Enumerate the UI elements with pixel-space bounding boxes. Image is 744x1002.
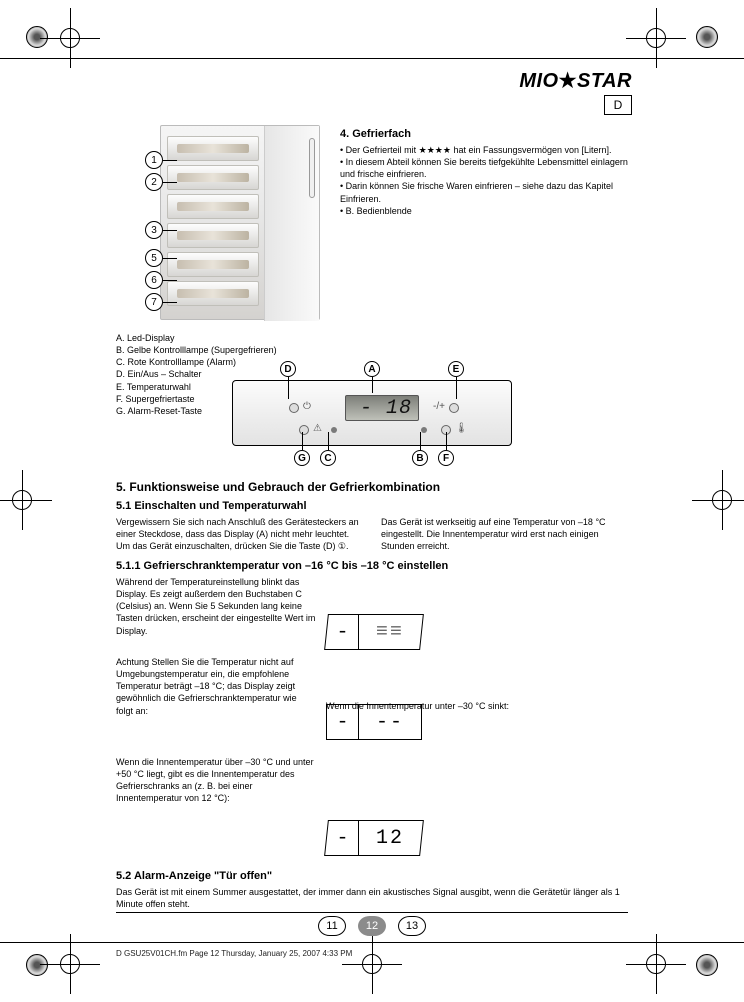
callout-7: 7 <box>145 293 163 311</box>
section-5-2-title: 5.2 Alarm-Anzeige "Tür offen" <box>116 870 628 882</box>
mini-lcd-1: - ≡≡ <box>326 614 422 650</box>
minus-plus-label: -/+ <box>433 401 445 412</box>
yellow-led <box>421 427 427 433</box>
regmark-tl <box>40 8 100 68</box>
regmark-r <box>692 470 744 530</box>
panel-ptr <box>456 377 457 399</box>
mini-lcd-1-left: - <box>327 615 359 649</box>
panel-ptr <box>302 432 303 450</box>
panel-ptr <box>420 432 421 450</box>
rosette-tr <box>696 26 718 48</box>
section-5-2-body: Das Gerät ist mit einem Summer ausgestat… <box>116 886 626 910</box>
drawer <box>167 136 259 161</box>
power-icon: ⏻ <box>303 401 311 412</box>
callout-line <box>163 280 177 281</box>
mini-lcd-3-left: - <box>327 821 359 855</box>
callout-line <box>163 182 177 183</box>
alarm-icon: ⚠ <box>313 423 322 434</box>
regmark-l <box>0 470 52 530</box>
section-4: 4. Gefrierfach Der Gefrierteil mit ★★★★ … <box>340 128 628 217</box>
regmark-bc <box>342 934 402 994</box>
mini-lcd-3-right: 12 <box>359 821 421 855</box>
section-5-1-title: 5.1 Einschalten und Temperaturwahl <box>116 500 628 512</box>
brand-logo: MIO★STAR <box>519 68 632 93</box>
panel-ptr <box>288 377 289 399</box>
freezer-interior <box>167 136 259 316</box>
legend-item: A. Led-Display <box>116 332 326 344</box>
power-button[interactable] <box>289 403 299 413</box>
drawer <box>167 165 259 190</box>
callout-line <box>163 258 177 259</box>
panel-letter-F: F <box>438 450 454 466</box>
section-5-1: 5.1 Einschalten und Temperaturwahl Verge… <box>116 500 628 552</box>
freezer-door <box>264 126 319 321</box>
callout-line <box>163 160 177 161</box>
footer-filepath: D GSU25V01CH.fm Page 12 Thursday, Januar… <box>116 949 352 958</box>
footer-rule <box>116 912 628 913</box>
red-led <box>331 427 337 433</box>
page-tab: D <box>604 95 632 115</box>
brand-text-1: MIO <box>519 70 558 92</box>
section-5-1-body: Vergewissern Sie sich nach Anschluß des … <box>116 516 628 552</box>
mini-lcd-3: - 12 <box>326 820 422 856</box>
drawer <box>167 194 259 219</box>
brand-star-icon: ★ <box>559 70 577 92</box>
callout-1: 1 <box>145 151 163 169</box>
panel-letter-A: A <box>364 361 380 377</box>
section-5-1-1-note-text: Achtung Stellen Sie die Temperatur nicht… <box>116 656 316 717</box>
callout-2: 2 <box>145 173 163 191</box>
mini-lcd-3-cap: Wenn die Innentemperatur über –30 °C und… <box>116 756 316 805</box>
page-num-prev: 11 <box>318 916 346 936</box>
mini-lcd-1-right: ≡≡ <box>359 615 421 649</box>
section-5-1-1-body: Während der Temperatureinstellung blinkt… <box>116 576 316 637</box>
section-5-1-1-title: 5.1.1 Gefrierschranktemperatur von –16 °… <box>116 560 628 572</box>
page-num-next: 13 <box>398 916 426 936</box>
callout-line <box>163 230 177 231</box>
temp-button[interactable] <box>449 403 459 413</box>
drawer <box>167 281 259 306</box>
panel-ptr <box>328 432 329 450</box>
alarm-button[interactable] <box>299 425 309 435</box>
panel-letter-D: D <box>280 361 296 377</box>
sec4-item: Der Gefrierteil mit ★★★★ hat ein Fassung… <box>340 144 628 156</box>
mini-lcd-3-caption: Wenn die Innentemperatur über –30 °C und… <box>116 756 316 805</box>
mini-lcd-2-left: - <box>327 705 359 739</box>
section-5-title: 5. Funktionsweise und Gebrauch der Gefri… <box>116 480 628 494</box>
freezer-handle <box>309 138 315 198</box>
mini-lcd-2: - -- <box>326 704 422 740</box>
callout-3: 3 <box>145 221 163 239</box>
rosette-br <box>696 954 718 976</box>
page-numbers: 11 12 13 <box>0 916 744 936</box>
legend-item: B. Gelbe Kontrolllampe (Supergefrieren) <box>116 344 326 356</box>
callout-6: 6 <box>145 271 163 289</box>
mini-lcd-2-right: -- <box>359 705 421 739</box>
regmark-tr <box>626 8 686 68</box>
panel-ptr <box>446 432 447 450</box>
callout-line <box>163 302 177 303</box>
lcd-display: - 18 <box>345 395 419 421</box>
regmark-bl <box>40 934 100 994</box>
drawer <box>167 223 259 248</box>
panel-ptr <box>372 377 373 393</box>
section-5: 5. Funktionsweise und Gebrauch der Gefri… <box>116 480 628 498</box>
panel-letter-C: C <box>320 450 336 466</box>
panel-letter-E: E <box>448 361 464 377</box>
regmark-br <box>626 934 686 994</box>
page-num-current: 12 <box>358 916 386 936</box>
panel-letter-B: B <box>412 450 428 466</box>
panel-letter-G: G <box>294 450 310 466</box>
freezer-photo <box>160 125 320 320</box>
sec4-item: Darin können Sie frische Waren einfriere… <box>340 180 628 204</box>
thermo-icon: 🌡 <box>455 423 468 434</box>
section-4-title: 4. Gefrierfach <box>340 128 628 140</box>
sec4-item: B. Bedienblende <box>340 205 628 217</box>
brand-text-2: STAR <box>577 70 632 92</box>
drawer <box>167 252 259 277</box>
callout-5: 5 <box>145 249 163 267</box>
section-5-2: 5.2 Alarm-Anzeige "Tür offen" Das Gerät … <box>116 870 628 910</box>
sec4-item: In diesem Abteil können Sie bereits tief… <box>340 156 628 180</box>
